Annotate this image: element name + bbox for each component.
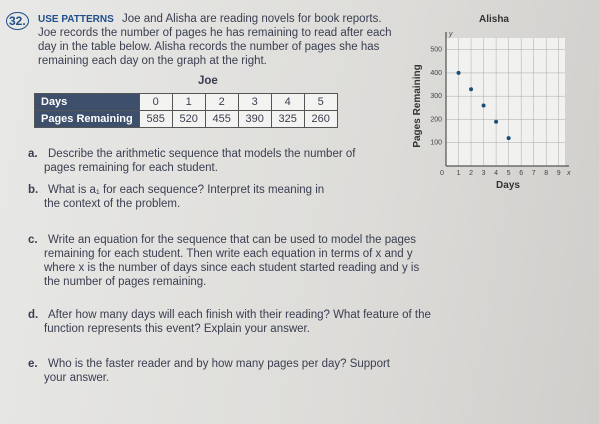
x-tick-label: 5 (507, 170, 511, 177)
y-axis-letter: y (448, 31, 453, 38)
table-cell: Pages Remaining (34, 110, 140, 128)
table-row: Pages Remaining 585 520 455 390 325 260 (34, 110, 338, 128)
data-point (456, 70, 461, 75)
question-text: Write an equation for the sequence that … (48, 234, 417, 246)
question-text: Describe the arithmetic sequence that mo… (48, 148, 356, 160)
table-cell: 1 (171, 93, 206, 111)
problem-number: 32. (6, 12, 29, 30)
x-tick-label: 1 (457, 170, 461, 177)
question-text: where x is the number of days since each… (44, 262, 420, 274)
x-tick-label: 8 (544, 170, 548, 177)
x-tick-label: 3 (482, 170, 486, 177)
x-tick-label: 7 (532, 170, 536, 177)
question-letter: b. (28, 184, 39, 196)
x-axis-label: Days (496, 180, 520, 191)
table-cell: 5 (303, 93, 338, 111)
question-text: Who is the faster reader and by how many… (48, 358, 391, 370)
question-text: remaining for each student. Then write e… (44, 248, 413, 260)
plot-area (446, 38, 565, 166)
intro: Joe and Alisha are reading novels for bo… (122, 13, 382, 25)
table: Days 0 1 2 3 4 5 Pages Remaining 585 520 455 390 325… (34, 93, 338, 128)
table-cell: 3 (237, 93, 272, 111)
x-tick-label: 0 (440, 170, 444, 177)
question-text: the number of pages remaining. (44, 276, 207, 288)
table-cell: 585 (138, 110, 173, 128)
question-text: function represents this event? Explain … (44, 323, 310, 335)
intro: day in the table below. Alisha records t… (38, 41, 380, 53)
table-cell: 260 (303, 110, 338, 128)
y-tick-label: 400 (430, 70, 442, 77)
question-letter: e. (28, 358, 38, 370)
y-tick-label: 200 (430, 116, 442, 123)
y-axis-label: Pages Remaining (412, 64, 423, 147)
data-point (494, 119, 499, 124)
question-letter: a. (28, 148, 38, 160)
table-title: Joe (198, 75, 218, 87)
table-cell: 520 (171, 110, 206, 128)
data-point (481, 103, 486, 108)
heading: USE PATTERNS (38, 14, 114, 25)
question-text: pages remaining for each student. (44, 162, 218, 174)
table-cell: 325 (270, 110, 305, 128)
x-tick-label: 2 (469, 170, 473, 177)
intro: remaining each day on the graph at the r… (38, 55, 267, 67)
question-text: your answer. (44, 372, 110, 384)
data-point (469, 87, 474, 92)
question-text: After how many days will each finish wit… (48, 309, 431, 321)
question-text: What is a₁ for each sequence? Interpret … (48, 184, 325, 196)
x-tick-label: 9 (557, 170, 561, 177)
x-tick-label: 6 (519, 170, 523, 177)
y-tick-label: 500 (430, 47, 442, 54)
question-letter: c. (28, 234, 38, 246)
x-tick-label: 4 (494, 170, 498, 177)
table-cell: 390 (237, 110, 272, 128)
y-tick-label: 300 (430, 93, 442, 100)
x-axis-letter: x (566, 170, 571, 177)
graph-title: Alisha (479, 14, 509, 25)
question-letter: d. (28, 309, 39, 321)
table-cell: 4 (270, 93, 305, 111)
question-text: the context of the problem. (44, 198, 181, 210)
y-tick-label: 100 (430, 140, 442, 147)
table-row: Days 0 1 2 3 4 5 (34, 93, 338, 111)
intro: Joe records the number of pages he has r… (38, 27, 392, 39)
table-cell: 455 (204, 110, 239, 128)
data-point (506, 136, 511, 141)
